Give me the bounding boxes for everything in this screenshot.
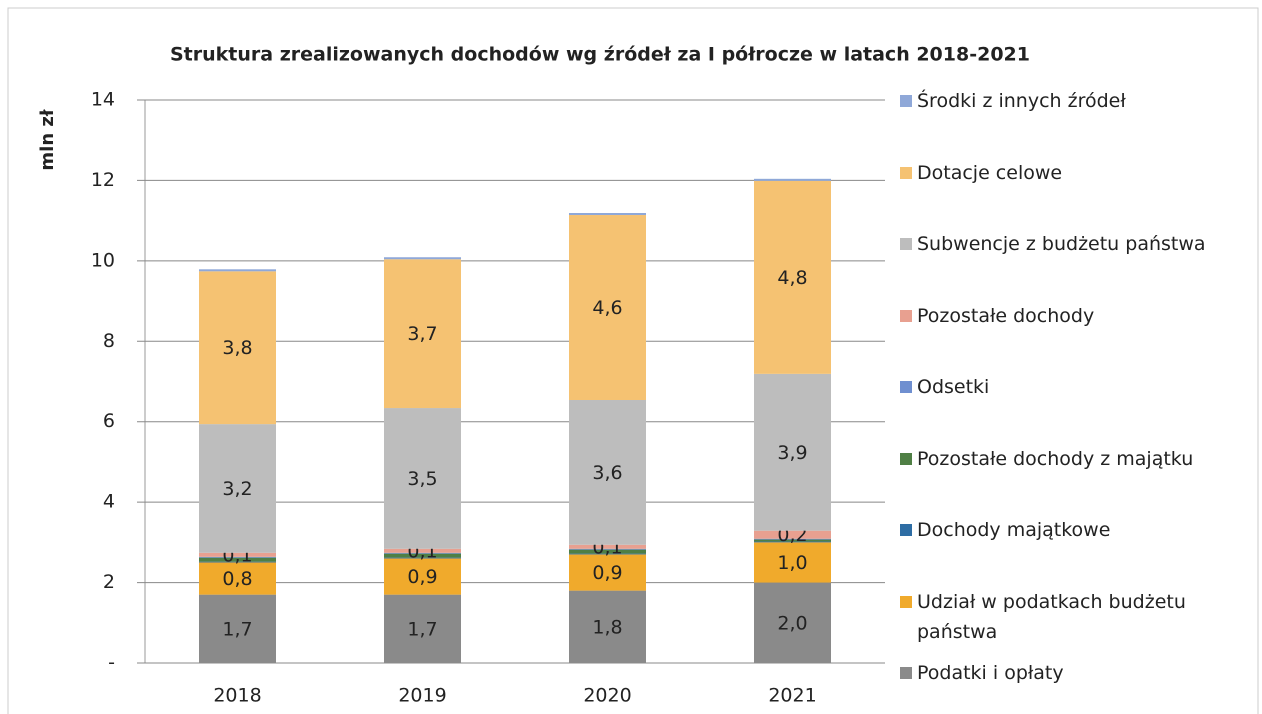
bar-segment bbox=[384, 408, 461, 549]
bar-segment bbox=[384, 548, 461, 553]
value-label: 3,7 bbox=[407, 323, 437, 345]
legend-swatch bbox=[900, 667, 912, 679]
legend-swatch bbox=[900, 95, 912, 107]
bar-segment bbox=[754, 541, 831, 543]
legend-label: Środki z innych źródeł bbox=[917, 90, 1126, 112]
bar-segment bbox=[199, 561, 276, 563]
legend-label: Dochody majątkowe bbox=[917, 519, 1111, 541]
bar-segment bbox=[569, 215, 646, 400]
value-label: 1,7 bbox=[222, 618, 252, 640]
legend-label: Podatki i opłaty bbox=[917, 662, 1064, 684]
y-tick-label: 8 bbox=[103, 330, 115, 352]
bar-segment bbox=[384, 259, 461, 409]
x-tick-label: 2018 bbox=[213, 685, 261, 707]
value-label: 4,6 bbox=[592, 297, 622, 319]
legend-label: Udział w podatkach budżetu państwa bbox=[917, 590, 1186, 643]
legend-swatch bbox=[900, 381, 912, 393]
y-tick-label: - bbox=[108, 652, 115, 674]
bar-segment bbox=[384, 557, 461, 559]
value-label: 3,6 bbox=[592, 462, 622, 484]
y-tick-label: 14 bbox=[91, 89, 115, 111]
bar-segment bbox=[384, 552, 461, 554]
x-tick-label: 2019 bbox=[398, 685, 446, 707]
bar-segment bbox=[754, 538, 831, 540]
legend-label: Pozostałe dochody bbox=[917, 304, 1095, 327]
value-label: 3,8 bbox=[222, 337, 252, 359]
legend-item: Pozostałe dochody bbox=[900, 301, 1250, 331]
y-tick-label: 4 bbox=[103, 491, 115, 513]
bar-segment bbox=[569, 549, 646, 554]
bar-segment bbox=[384, 558, 461, 595]
legend-swatch bbox=[900, 595, 912, 608]
legend-item: Udział w podatkach budżetu państwa bbox=[900, 587, 1250, 647]
bar-segment bbox=[754, 178, 831, 181]
bar-segment bbox=[199, 556, 276, 558]
bar-segment bbox=[569, 399, 646, 545]
y-tick-label: 10 bbox=[91, 249, 115, 271]
bar-segment bbox=[384, 553, 461, 558]
bar-segment bbox=[754, 530, 831, 539]
value-label: 3,5 bbox=[407, 468, 437, 490]
legend-label: Odsetki bbox=[917, 376, 990, 398]
frame bbox=[7, 7, 1259, 714]
legend-swatch bbox=[900, 309, 912, 322]
bar-segment bbox=[569, 544, 646, 549]
legend-item: Dochody majątkowe bbox=[900, 515, 1250, 545]
bar-segment bbox=[384, 594, 461, 663]
value-label: 1,8 bbox=[592, 616, 622, 638]
legend-swatch bbox=[900, 452, 912, 465]
value-label: 1,7 bbox=[407, 618, 437, 640]
bar-segment bbox=[199, 557, 276, 562]
bar-segment bbox=[754, 542, 831, 583]
legend-item: Subwencje z budżetu państwa bbox=[900, 229, 1250, 259]
value-label: 2,0 bbox=[777, 612, 807, 634]
legend-swatch bbox=[900, 238, 912, 250]
y-tick-label: 12 bbox=[91, 169, 115, 191]
legend-item: Pozostałe dochody z majątku bbox=[900, 444, 1250, 474]
y-tick-label: 6 bbox=[103, 410, 115, 432]
bar-segment bbox=[754, 180, 831, 374]
legend-swatch bbox=[900, 166, 912, 179]
legend-item: Środki z innych źródeł bbox=[900, 86, 1250, 116]
bar-segment bbox=[199, 271, 276, 425]
legend-label: Pozostałe dochody z majątku bbox=[917, 447, 1194, 470]
bar-segment bbox=[199, 424, 276, 553]
bar-segment bbox=[569, 553, 646, 555]
chart-title: Struktura zrealizowanych dochodów wg źró… bbox=[170, 44, 1030, 66]
y-axis-label: mln zł bbox=[37, 108, 58, 170]
value-label: 0,8 bbox=[222, 568, 252, 590]
bar-segment bbox=[199, 562, 276, 595]
bar-segment bbox=[569, 554, 646, 591]
bar-segment bbox=[199, 594, 276, 663]
legend-item: Dotacje celowe bbox=[900, 158, 1250, 188]
bar-segment bbox=[754, 539, 831, 542]
bar-segment bbox=[754, 582, 831, 663]
value-label: 1,0 bbox=[777, 552, 807, 574]
bar-segment bbox=[569, 590, 646, 663]
y-tick-label: 2 bbox=[103, 571, 115, 593]
value-label: 3,9 bbox=[777, 442, 807, 464]
value-label: 4,8 bbox=[777, 267, 807, 289]
x-tick-label: 2021 bbox=[768, 685, 816, 707]
value-label: 0,9 bbox=[407, 566, 437, 588]
legend-label: Dotacje celowe bbox=[917, 161, 1063, 184]
legend-item: Podatki i opłaty bbox=[900, 658, 1250, 688]
legend-item: Odsetki bbox=[900, 372, 1250, 402]
value-label: 0,9 bbox=[592, 562, 622, 584]
x-tick-label: 2020 bbox=[583, 685, 631, 707]
bar-segment bbox=[569, 213, 646, 216]
bar-segment bbox=[199, 269, 276, 272]
bar-segment bbox=[384, 257, 461, 260]
legend-swatch bbox=[900, 524, 912, 536]
bar-segment bbox=[569, 548, 646, 550]
value-label: 3,2 bbox=[222, 478, 252, 500]
bar-segment bbox=[199, 552, 276, 557]
legend-label: Subwencje z budżetu państwa bbox=[917, 233, 1206, 255]
bar-segment bbox=[754, 373, 831, 531]
